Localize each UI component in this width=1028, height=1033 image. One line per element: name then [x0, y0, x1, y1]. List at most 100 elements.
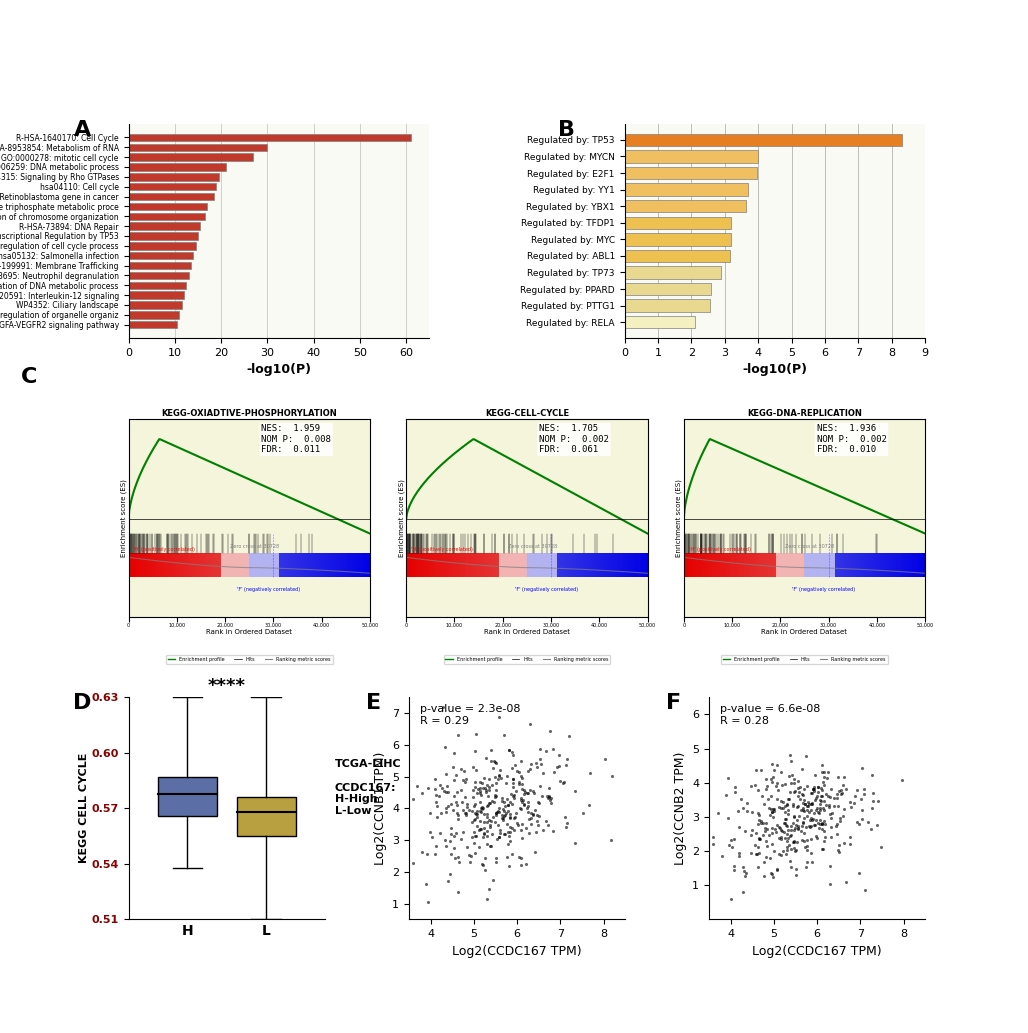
Point	[804, 811, 820, 827]
Bar	[128, 311, 179, 318]
Point	[488, 807, 505, 823]
Bar	[128, 261, 191, 270]
Bar	[320, 554, 322, 577]
Point	[504, 744, 520, 760]
Bar	[698, 554, 700, 577]
Bar	[450, 554, 452, 577]
Point	[515, 782, 531, 799]
Point	[489, 831, 506, 847]
Bar	[710, 554, 712, 577]
Point	[737, 868, 754, 884]
Point	[597, 751, 614, 768]
Point	[726, 857, 742, 874]
Bar	[128, 272, 188, 279]
Bar	[336, 554, 338, 577]
Point	[520, 797, 537, 814]
Point	[487, 775, 504, 791]
FancyBboxPatch shape	[158, 777, 217, 816]
Point	[752, 813, 769, 829]
Point	[743, 822, 760, 839]
Point	[478, 809, 494, 825]
Bar	[746, 554, 748, 577]
Bar	[875, 554, 877, 577]
Bar	[849, 554, 851, 577]
Point	[429, 808, 445, 824]
Bar	[616, 554, 618, 577]
Point	[530, 793, 547, 810]
Bar	[420, 554, 423, 577]
Bar	[347, 554, 350, 577]
Point	[771, 819, 787, 836]
Point	[487, 754, 504, 771]
Bar	[841, 554, 843, 577]
Bar	[181, 554, 183, 577]
X-axis label: -log10(P): -log10(P)	[247, 364, 311, 376]
Point	[517, 784, 534, 801]
Point	[780, 768, 797, 784]
Point	[778, 796, 795, 813]
Point	[533, 777, 549, 793]
Point	[469, 809, 485, 825]
Point	[749, 839, 766, 855]
Bar	[903, 554, 905, 577]
Point	[812, 800, 829, 816]
Bar	[851, 554, 853, 577]
Bar	[855, 554, 856, 577]
Point	[473, 786, 489, 803]
Point	[855, 780, 872, 796]
Point	[763, 787, 779, 804]
Point	[731, 847, 747, 864]
Point	[417, 875, 434, 891]
Point	[581, 764, 597, 781]
Y-axis label: Enrichment score (ES): Enrichment score (ES)	[120, 478, 127, 557]
Bar	[591, 554, 593, 577]
Bar	[244, 554, 246, 577]
Point	[456, 805, 473, 821]
Point	[523, 810, 540, 826]
Point	[511, 776, 527, 792]
Bar	[625, 200, 746, 213]
Bar	[720, 554, 722, 577]
Bar	[887, 554, 889, 577]
Point	[822, 810, 839, 826]
Bar	[812, 554, 814, 577]
Bar	[563, 554, 565, 577]
Bar	[860, 554, 862, 577]
Point	[801, 795, 817, 812]
Bar	[467, 554, 469, 577]
Point	[442, 867, 458, 883]
Point	[774, 777, 791, 793]
Point	[515, 795, 531, 812]
Bar	[831, 554, 833, 577]
Point	[473, 801, 489, 817]
Bar	[257, 554, 259, 577]
Point	[791, 808, 807, 824]
Bar	[513, 554, 515, 577]
Point	[723, 890, 739, 907]
Point	[506, 809, 522, 825]
Point	[453, 782, 470, 799]
Bar	[575, 554, 577, 577]
Point	[801, 817, 817, 834]
Point	[787, 842, 804, 858]
Point	[434, 780, 450, 796]
Bar	[623, 554, 625, 577]
Point	[758, 771, 774, 787]
Bar	[820, 554, 822, 577]
Bar	[128, 282, 186, 289]
Bar	[567, 554, 570, 577]
Point	[803, 810, 819, 826]
Point	[790, 773, 806, 789]
Bar	[322, 554, 324, 577]
Point	[446, 744, 463, 760]
Point	[566, 783, 583, 800]
Point	[556, 774, 573, 790]
Bar	[213, 554, 215, 577]
Bar	[167, 554, 169, 577]
Point	[799, 802, 815, 818]
Point	[780, 803, 797, 819]
Bar	[625, 167, 757, 180]
Point	[484, 872, 501, 888]
Bar	[229, 554, 231, 577]
Bar	[748, 554, 750, 577]
